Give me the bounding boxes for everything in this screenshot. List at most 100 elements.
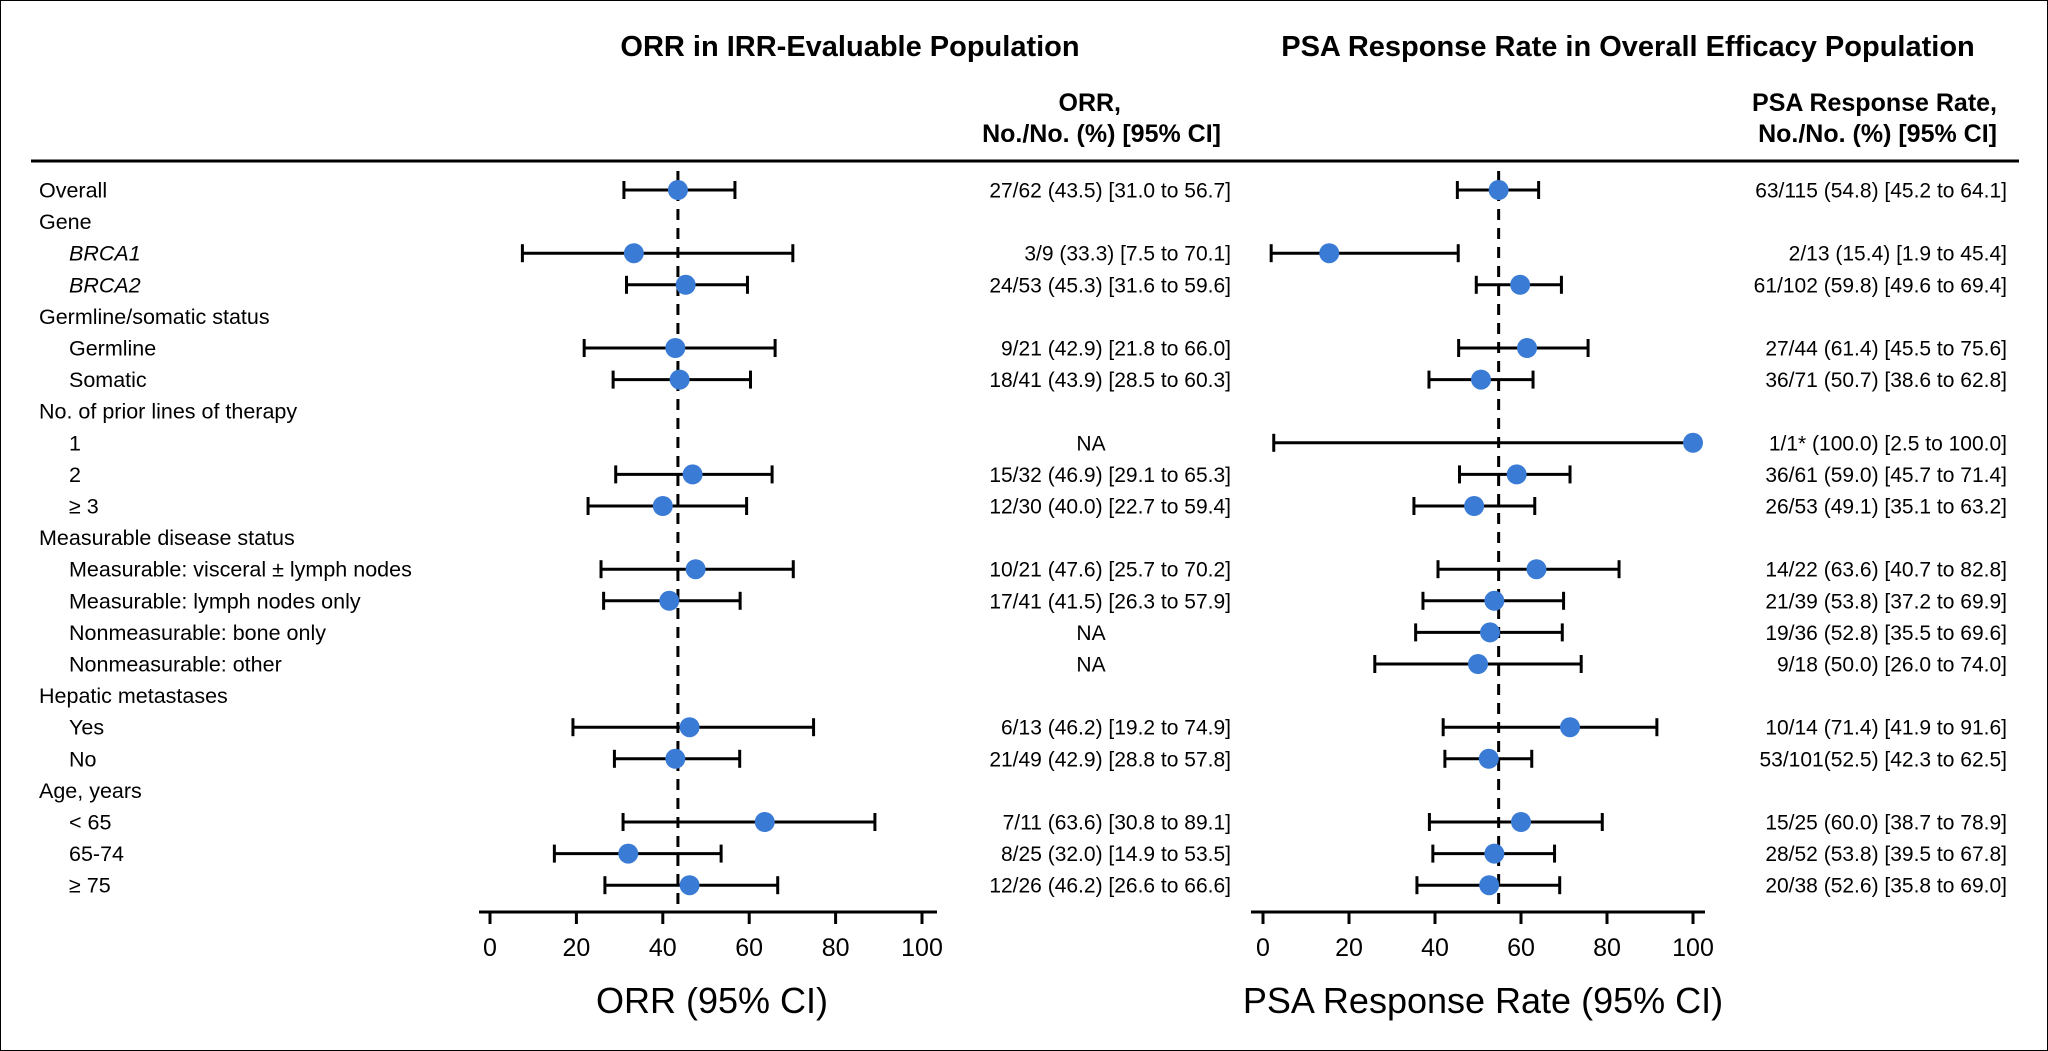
- orr-point-estimate: [679, 717, 700, 738]
- column-headers: ORR, No./No. (%) [95% CI] PSA Response R…: [982, 89, 1997, 148]
- row-label: Hepatic metastases: [39, 684, 228, 708]
- orr-point-estimate: [682, 464, 703, 485]
- psa-point-estimate: [1478, 748, 1499, 769]
- row-label: 65-74: [69, 842, 124, 866]
- psa-value-label: 26/53 (49.1) [35.1 to 63.2]: [1765, 496, 2007, 519]
- psa-column-header-line2: No./No. (%) [95% CI]: [1758, 120, 1997, 148]
- orr-value-label: 24/53 (45.3) [31.6 to 59.6]: [989, 274, 1231, 297]
- orr-point-estimate: [665, 338, 686, 358]
- psa-point-estimate: [1464, 496, 1485, 516]
- row-label: Measurable: lymph nodes only: [69, 589, 361, 613]
- orr-value-label: 12/30 (40.0) [22.7 to 59.4]: [989, 496, 1231, 519]
- row-label: 2: [69, 463, 81, 487]
- psa-value-label: 15/25 (60.0) [38.7 to 78.9]: [1765, 812, 2007, 835]
- orr-panel-title: ORR in IRR-Evaluable Population: [620, 31, 1079, 63]
- orr-value-label: 7/11 (63.6) [30.8 to 89.1]: [1003, 812, 1231, 835]
- psa-point-estimate: [1560, 717, 1581, 738]
- psa-value-label: 2/13 (15.4) [1.9 to 45.4]: [1789, 243, 2007, 266]
- psa-value-label: 36/61 (59.0) [45.7 to 71.4]: [1765, 464, 2007, 487]
- psa-point-estimate: [1468, 654, 1488, 674]
- reference-lines: [676, 171, 1501, 912]
- psa-point-estimate: [1526, 559, 1547, 580]
- orr-point-estimate: [667, 180, 688, 200]
- psa-x-tick-label: 20: [1335, 934, 1363, 962]
- psa-x-tick-label: 60: [1507, 934, 1535, 962]
- row-label: Gene: [39, 210, 92, 234]
- row-label: Age, years: [39, 779, 142, 803]
- psa-column-header-line1: PSA Response Rate,: [1752, 89, 1997, 117]
- orr-x-tick-label: 100: [901, 934, 943, 962]
- x-axes: 0 20 40 60 80 100 ORR (95% CI) 0 20 40 60 80 100 PSA …: [479, 910, 1723, 1021]
- orr-x-axis-title: ORR (95% CI): [596, 980, 828, 1021]
- orr-point-estimate: [623, 243, 644, 264]
- row-label: Measurable disease status: [39, 526, 295, 550]
- orr-value-label: 8/25 (32.0) [14.9 to 53.5]: [1001, 843, 1231, 866]
- orr-point-estimate: [669, 369, 690, 390]
- orr-point-estimate: [665, 748, 686, 769]
- row-label: BRCA2: [69, 273, 141, 297]
- row-label: Nonmeasurable: bone only: [69, 621, 326, 645]
- psa-value-label: 63/115 (54.8) [45.2 to 64.1]: [1755, 180, 2007, 203]
- orr-value-label: 18/41 (43.9) [28.5 to 60.3]: [989, 369, 1231, 392]
- orr-point-estimate: [685, 559, 706, 580]
- orr-value-label: NA: [1076, 622, 1105, 645]
- psa-panel-title: PSA Response Rate in Overall Efficacy Po…: [1281, 31, 1975, 63]
- psa-point-estimate: [1484, 590, 1505, 611]
- orr-x-tick-label: 20: [562, 934, 590, 962]
- orr-value-label: NA: [1076, 654, 1105, 677]
- psa-x-tick-label: 0: [1256, 934, 1270, 962]
- psa-x-tick-label: 40: [1421, 934, 1449, 962]
- row-label: Yes: [69, 716, 104, 740]
- psa-value-label: 21/39 (53.8) [37.2 to 69.9]: [1765, 590, 2007, 613]
- psa-point-estimate: [1488, 180, 1509, 200]
- orr-x-tick-label: 60: [735, 934, 763, 962]
- row-label: < 65: [69, 811, 111, 835]
- orr-value-label: 10/21 (47.6) [25.7 to 70.2]: [989, 559, 1231, 582]
- orr-point-estimate: [652, 496, 673, 516]
- orr-value-label: 17/41 (41.5) [26.3 to 57.9]: [989, 590, 1231, 613]
- orr-point-estimate: [618, 843, 639, 864]
- psa-value-label: 53/101(52.5) [42.3 to 62.5]: [1759, 748, 2007, 771]
- psa-x-tick-label: 100: [1672, 934, 1714, 962]
- row-label: BRCA1: [69, 242, 141, 266]
- row-label: Somatic: [69, 368, 147, 392]
- orr-value-label: NA: [1076, 432, 1105, 455]
- psa-value-label: 14/22 (63.6) [40.7 to 82.8]: [1765, 559, 2007, 582]
- row-label: No. of prior lines of therapy: [39, 400, 297, 424]
- orr-value-label: 27/62 (43.5) [31.0 to 56.7]: [989, 180, 1231, 203]
- orr-value-label: 6/13 (46.2) [19.2 to 74.9]: [1001, 717, 1231, 740]
- psa-value-label: 28/52 (53.8) [39.5 to 67.8]: [1765, 843, 2007, 866]
- chart-marks: [520, 180, 1703, 896]
- psa-point-estimate: [1471, 369, 1492, 390]
- orr-x-tick-label: 0: [483, 934, 497, 962]
- orr-value-label: 12/26 (46.2) [26.6 to 66.6]: [989, 875, 1231, 898]
- psa-value-label: 36/71 (50.7) [38.6 to 62.8]: [1765, 369, 2007, 392]
- psa-point-estimate: [1517, 338, 1538, 358]
- row-label: Germline/somatic status: [39, 305, 270, 329]
- orr-point-estimate: [675, 274, 696, 295]
- psa-point-estimate: [1510, 274, 1531, 295]
- psa-x-tick-label: 80: [1593, 934, 1621, 962]
- row-label: ≥ 75: [69, 874, 111, 898]
- orr-point-estimate: [659, 590, 680, 611]
- row-label: Nonmeasurable: other: [69, 653, 282, 677]
- psa-value-label: 1/1* (100.0) [2.5 to 100.0]: [1769, 432, 2007, 455]
- table-rows: Overall 27/62 (43.5) [31.0 to 56.7] 63/115…: [39, 179, 2007, 898]
- psa-value-label: 9/18 (50.0) [26.0 to 74.0]: [1777, 654, 2007, 677]
- orr-x-tick-label: 40: [649, 934, 677, 962]
- psa-point-estimate: [1484, 843, 1505, 864]
- row-label: Overall: [39, 179, 107, 203]
- psa-value-label: 10/14 (71.4) [41.9 to 91.6]: [1765, 717, 2007, 740]
- orr-column-header-line2: No./No. (%) [95% CI]: [982, 120, 1221, 148]
- row-label: No: [69, 747, 97, 771]
- psa-point-estimate: [1506, 464, 1527, 485]
- orr-point-estimate: [754, 812, 775, 832]
- orr-column-header-line1: ORR,: [1059, 89, 1122, 117]
- orr-value-label: 21/49 (42.9) [28.8 to 57.8]: [989, 748, 1231, 771]
- psa-x-axis-title: PSA Response Rate (95% CI): [1243, 980, 1723, 1021]
- orr-value-label: 15/32 (46.9) [29.1 to 65.3]: [989, 464, 1231, 487]
- orr-x-tick-label: 80: [822, 934, 850, 962]
- psa-point-estimate: [1479, 875, 1500, 896]
